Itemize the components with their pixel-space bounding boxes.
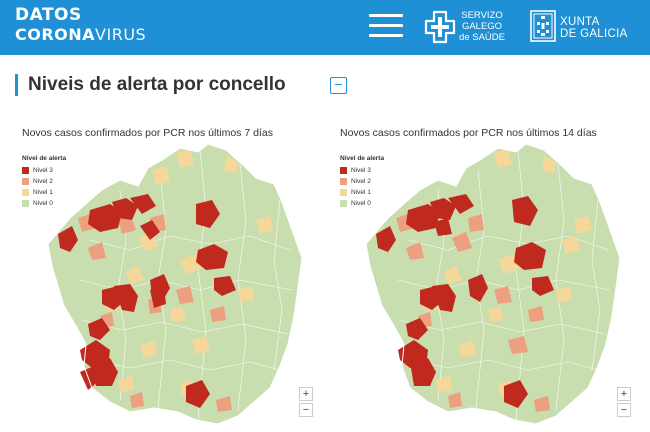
map-14-days-zoom-controls: + − — [617, 387, 631, 419]
legend-item-nivel-0: Nivel 0 — [22, 198, 66, 209]
legend-item-nivel-1: Nivel 1 — [340, 187, 384, 198]
xunta-text: XUNTA DE GALICIA — [560, 16, 628, 40]
map-7-days-title: Novos casos confirmados por PCR nos últi… — [22, 127, 273, 139]
collapse-button[interactable]: − — [330, 77, 347, 94]
sgs-cross-icon — [424, 10, 456, 44]
zoom-in-button[interactable]: + — [299, 387, 313, 401]
legend-item-nivel-2: Nivel 2 — [22, 176, 66, 187]
logo-line-2: CORONAVIRUS — [15, 25, 147, 44]
xunta-shield-icon — [530, 10, 556, 42]
logo-line-1: DATOS — [15, 5, 82, 25]
xunta-de-galicia-logo[interactable]: XUNTA DE GALICIA — [530, 10, 635, 44]
legend-item-nivel-0: Nivel 0 — [340, 198, 384, 209]
legend-title: Nivel de alerta — [340, 155, 385, 162]
page-title: Niveis de alerta por concello — [15, 74, 286, 96]
map-14-days-legend: Nivel de alerta Nivel 3 Nivel 2 Nivel 1 … — [340, 155, 384, 209]
datos-coronavirus-logo[interactable]: DATOS CORONAVIRUS — [15, 7, 146, 43]
zoom-in-button[interactable]: + — [617, 387, 631, 401]
zoom-out-button[interactable]: − — [299, 403, 313, 417]
sgs-text: SERVIZO GALEGO de SAÚDE — [459, 10, 505, 43]
map-7-days[interactable] — [30, 140, 305, 425]
legend-item-nivel-3: Nivel 3 — [22, 165, 66, 176]
legend-item-nivel-3: Nivel 3 — [340, 165, 384, 176]
map-7-days-zoom-controls: + − — [299, 387, 313, 419]
map-14-days[interactable] — [348, 140, 623, 425]
zoom-out-button[interactable]: − — [617, 403, 631, 417]
legend-title: Nivel de alerta — [22, 155, 67, 162]
hamburger-menu-icon[interactable] — [369, 14, 403, 38]
top-navigation-bar: DATOS CORONAVIRUS SERVIZO GALEGO de SAÚD… — [0, 0, 650, 55]
legend-item-nivel-2: Nivel 2 — [340, 176, 384, 187]
map-14-days-title: Novos casos confirmados por PCR nos últi… — [340, 127, 597, 139]
legend-item-nivel-1: Nivel 1 — [22, 187, 66, 198]
servizo-galego-saude-logo[interactable]: SERVIZO GALEGO de SAÚDE — [424, 10, 505, 44]
map-7-days-legend: Nivel de alerta Nivel 3 Nivel 2 Nivel 1 … — [22, 155, 66, 209]
